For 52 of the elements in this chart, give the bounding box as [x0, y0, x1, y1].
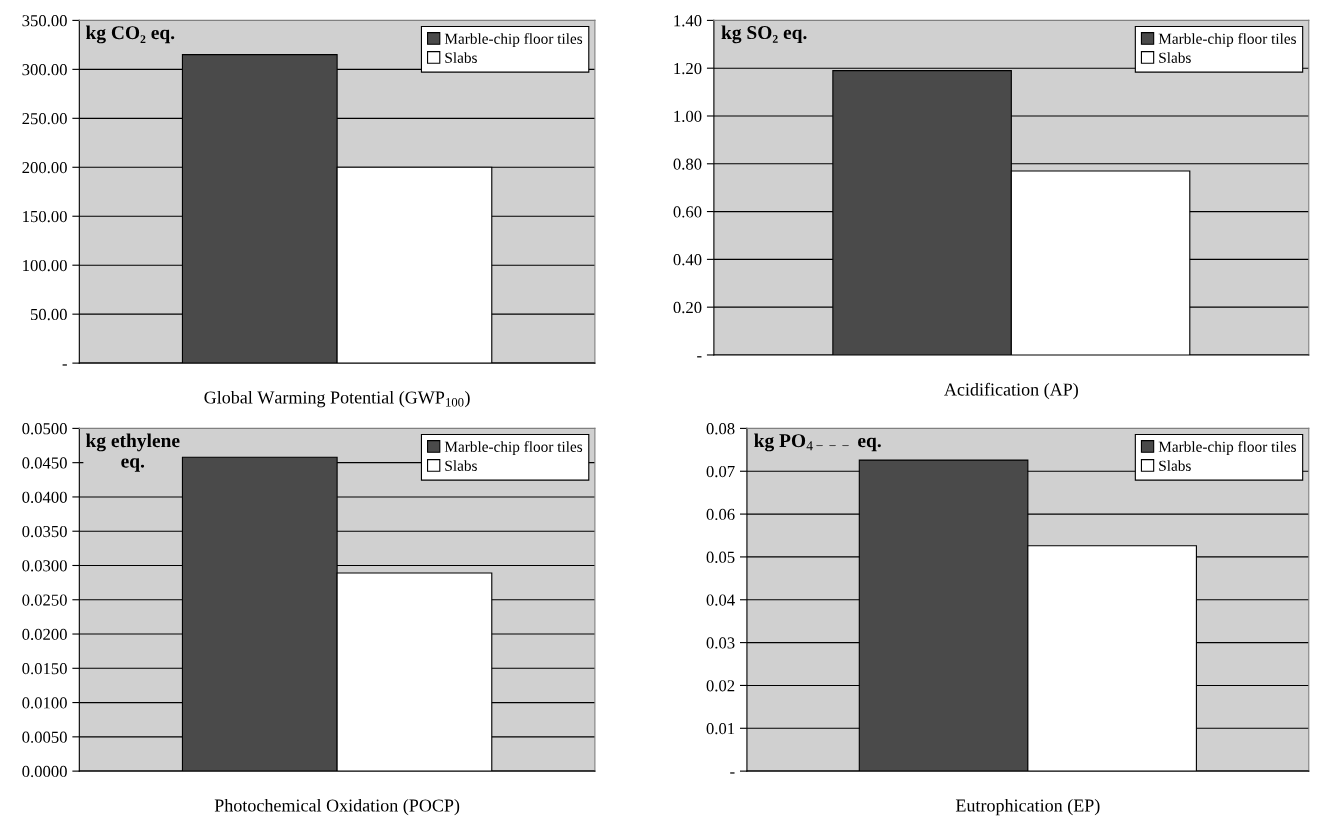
y-tick-label: 0.03: [706, 637, 735, 649]
y-tick-label: 0.0100: [22, 697, 67, 709]
y-tick-label: 0.08: [706, 423, 735, 435]
y-tick-label: 0.60: [673, 206, 702, 218]
y-tick-label: 0.0000: [22, 765, 67, 778]
y-tick-label: 350.00: [22, 15, 67, 27]
y-tick-label: 0.0250: [22, 594, 67, 606]
y-tick-label: 0.0200: [22, 628, 67, 641]
y-tick-label: 250.00: [22, 113, 67, 125]
y-tick-label: 50.00: [30, 308, 67, 321]
x-tick-label: Eutrophication (EP): [955, 798, 1100, 816]
y-axis-title: kg PO$_{4−−−}$ eq.: [754, 433, 881, 452]
x-tick-label: Photochemical Oxidation (POCP): [214, 798, 460, 816]
y-tick-label: 200.00: [22, 161, 67, 174]
y-tick-label: 0.40: [673, 254, 702, 266]
y-tick-label: 0.0150: [22, 663, 67, 675]
y-tick-label: 1.00: [674, 110, 702, 123]
y-axis-title: kg CO₂ eq.: [85, 25, 175, 44]
y-tick-label: 1.20: [674, 62, 702, 75]
y-tick-label: 0.02: [706, 680, 735, 692]
legend-label: Marble-chip floor tiles: [1158, 33, 1296, 48]
legend-label: Slabs: [445, 52, 477, 63]
y-tick-label: 0.0050: [22, 731, 67, 743]
y-tick-label: 0.0450: [22, 457, 67, 469]
y-tick-label: 0.07: [706, 465, 735, 478]
y-tick-label: 0.04: [706, 594, 735, 606]
y-tick-label: 100.00: [23, 259, 67, 272]
y-tick-label: 0.20: [673, 301, 702, 314]
y-tick-label: 0.0400: [22, 491, 67, 503]
y-tick-label: 0.0300: [22, 560, 67, 572]
y-tick-label: 0.0350: [22, 525, 67, 538]
legend-label: Marble-chip floor tiles: [444, 33, 583, 48]
y-tick-label: -: [730, 772, 735, 774]
y-axis-title: kg ethylene eq.: [85, 433, 180, 472]
legend-label: Slabs: [1159, 52, 1191, 63]
legend-label: Slabs: [1159, 460, 1191, 471]
legend-label: Marble-chip floor tiles: [1158, 441, 1296, 456]
y-tick-label: 300.00: [22, 64, 67, 76]
y-tick-label: 0.0500: [22, 423, 67, 435]
y-tick-label: 150.00: [23, 210, 67, 223]
y-tick-label: 0.05: [706, 551, 735, 563]
y-axis-title: kg SO₂ eq.: [721, 25, 807, 44]
y-tick-label: -: [62, 364, 67, 366]
y-tick-label: -: [697, 356, 702, 358]
y-tick-label: 1.40: [674, 15, 702, 27]
y-tick-label: 0.06: [706, 508, 735, 521]
y-tick-label: 0.80: [673, 158, 702, 170]
y-tick-label: 0.01: [706, 722, 735, 735]
x-tick-label: Acidification (AP): [944, 382, 1078, 400]
legend-label: Marble-chip floor tiles: [444, 441, 583, 456]
legend-label: Slabs: [445, 460, 477, 471]
x-tick-label: Global Warming Potential (GWP$_{100}$): [204, 390, 470, 408]
